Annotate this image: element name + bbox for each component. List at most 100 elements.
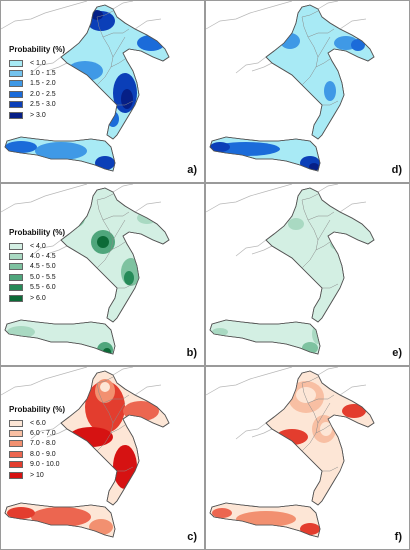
neighbor-border [251,245,273,255]
neighbor-border [30,239,62,257]
neighbor-border [251,428,273,438]
legend-swatch [9,101,23,109]
panel-label: c) [187,531,197,543]
region-border [322,466,339,472]
legend-swatch [9,430,23,438]
map-panel-b: Probability (%) < 4.0 4.0 - 4.5 4.5 - 5.… [0,183,205,366]
legend-swatch [9,80,23,88]
region-border [102,211,130,221]
mainland-coast [60,4,170,140]
neighbor-border [317,184,339,193]
region-border [102,28,130,38]
region-border [96,16,114,86]
probability-zone [65,211,77,221]
legend-swatch [9,90,23,98]
region-border [301,376,319,384]
legend-label: 6.0 - 7.0 [30,430,56,438]
region-border [301,382,319,452]
legend-swatch [9,273,23,281]
legend-label: 2.5 - 3.0 [30,101,56,109]
legend-item: 4.0 - 4.5 [9,251,65,261]
legend-label: 8.0 - 9.0 [30,450,56,458]
neighbor-border [112,367,134,376]
legend-item: 5.0 - 5.5 [9,272,65,282]
legend-green: Probability (%) < 4.0 4.0 - 4.5 4.5 - 5.… [9,228,65,303]
region-border [315,58,331,68]
neighbor-border [317,367,339,376]
neighbor-border [46,428,68,438]
panel-label: b) [186,347,197,359]
mainland-coast [265,370,375,506]
neighbor-border [235,56,267,74]
neighbor-border [112,1,134,10]
legend-label: 2.0 - 2.5 [30,90,56,98]
region-border [301,193,319,201]
map-panel-f: f) [205,366,410,550]
map-panel-c: Probability (%) < 6.0 6.0 - 7.0 7.0 - 8.… [0,366,205,550]
neighbor-border [339,201,367,213]
probability-zone [89,519,113,535]
region-border [322,283,339,289]
probability-zone [276,429,308,445]
probability-zone [103,348,111,354]
region-border [315,424,331,434]
region-border [112,402,126,424]
region-border [117,283,134,289]
probability-zone [69,427,113,447]
region-border [96,199,114,269]
region-border [317,402,331,424]
probability-zone [7,507,35,519]
mainland-region [265,4,375,140]
legend-label: < 4.0 [30,242,46,250]
map-f [206,367,375,538]
map-c [1,367,170,538]
neighbor-border [1,367,88,396]
mainland-region [265,187,375,323]
panel-label: e) [392,347,402,359]
region-border [110,424,126,434]
legend-item: 1.5 - 2.0 [9,79,65,89]
sicily-coast [4,136,116,172]
neighbor-border [46,245,68,255]
panel-label: d) [391,164,402,176]
mainland-coast [265,4,375,140]
legend-swatch [9,59,23,67]
neighbor-border [317,1,339,10]
probability-zone [124,271,134,285]
legend-item: 2.5 - 3.0 [9,100,65,110]
neighbor-border [206,184,293,213]
region-border [307,394,335,404]
region-border [96,193,114,201]
region-border [96,382,114,452]
map-panel-a: Probability (%) < 1.0 1.0 - 1.5 1.5 - 2.… [0,0,205,183]
legend-item: < 1.0 [9,58,65,68]
region-border [301,199,319,269]
probability-zone [67,61,103,81]
neighbor-border [251,62,273,72]
legend-swatch [9,440,23,448]
legend-swatch [9,284,23,292]
probability-zone [288,218,304,230]
probability-zone [31,507,91,527]
region-border [112,36,126,58]
region-border [315,241,331,251]
probability-zone [97,236,109,248]
probability-zone [212,508,232,518]
sicily-coast [209,319,321,355]
probability-zone [113,445,137,489]
region-border [301,16,319,86]
mainland-coast [60,187,170,323]
neighbor-border [112,184,134,193]
probability-zone [351,39,365,51]
sicily-coast [209,502,321,538]
region-border [117,466,134,472]
region-border [110,58,126,68]
neighbor-border [1,184,88,213]
neighbor-border [206,1,293,30]
region-border [96,10,114,18]
map-panel-d: d) [205,0,410,183]
legend-label: 5.0 - 5.5 [30,273,56,281]
legend-swatch [9,419,23,427]
probability-zone [312,324,324,344]
panel-label: f) [394,531,402,543]
